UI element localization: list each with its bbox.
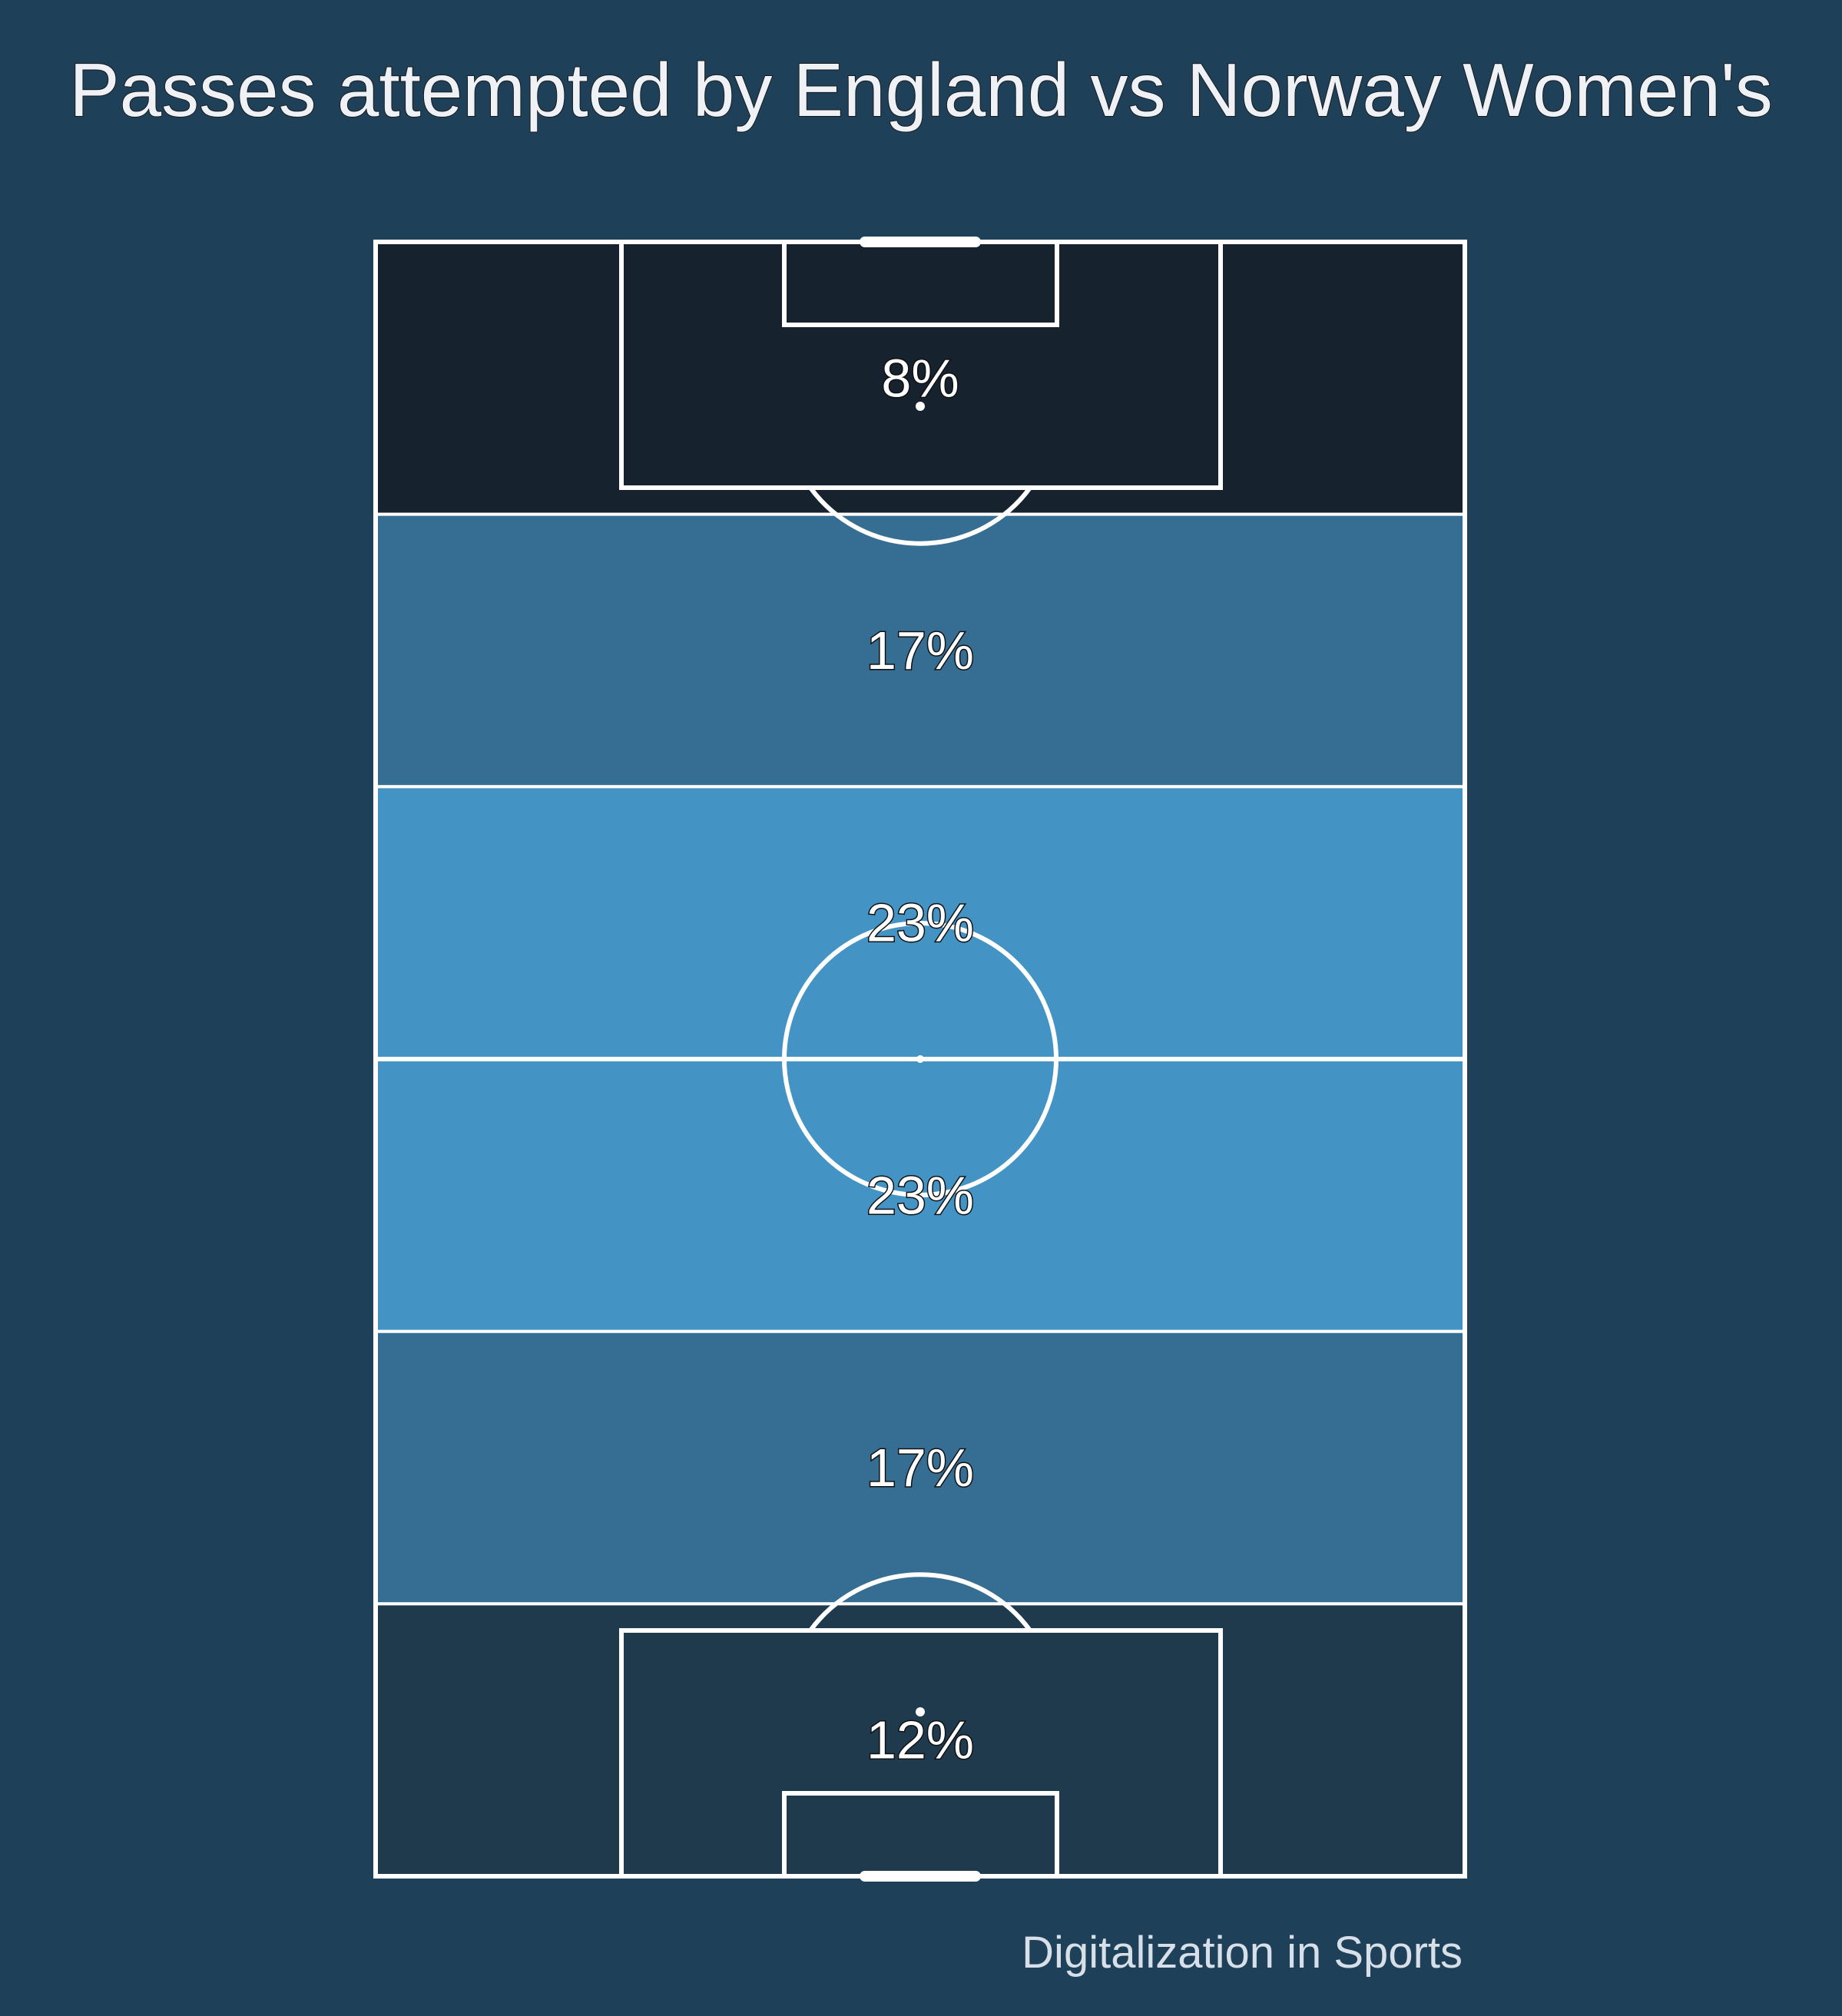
zone-label-4: 23% bbox=[866, 1165, 974, 1225]
chart-title: Passes attempted by England vs Norway Wo… bbox=[68, 48, 1774, 132]
center-circle bbox=[782, 921, 1058, 1197]
zone-label-6: 12% bbox=[866, 1710, 974, 1770]
bottom-penalty-spot bbox=[916, 1707, 925, 1716]
credit-text: Digitalization in Sports bbox=[1022, 1928, 1463, 1978]
center-spot bbox=[916, 1055, 924, 1063]
top-penalty-spot bbox=[916, 402, 925, 411]
zone-labels: 8% 17% 23% 23% 17% 12% bbox=[865, 347, 975, 1771]
zone-label-1: 8% bbox=[881, 348, 959, 408]
zone-label-3: 23% bbox=[866, 893, 974, 953]
pitch-markings bbox=[373, 237, 1467, 1882]
bottom-penalty-arc bbox=[808, 1572, 1032, 1632]
zone-band-2 bbox=[374, 512, 1466, 789]
top-penalty-arc bbox=[808, 486, 1032, 546]
zone-band-1 bbox=[374, 240, 1466, 516]
zone-label-2: 17% bbox=[866, 621, 974, 680]
zone-label-5: 17% bbox=[866, 1438, 974, 1498]
